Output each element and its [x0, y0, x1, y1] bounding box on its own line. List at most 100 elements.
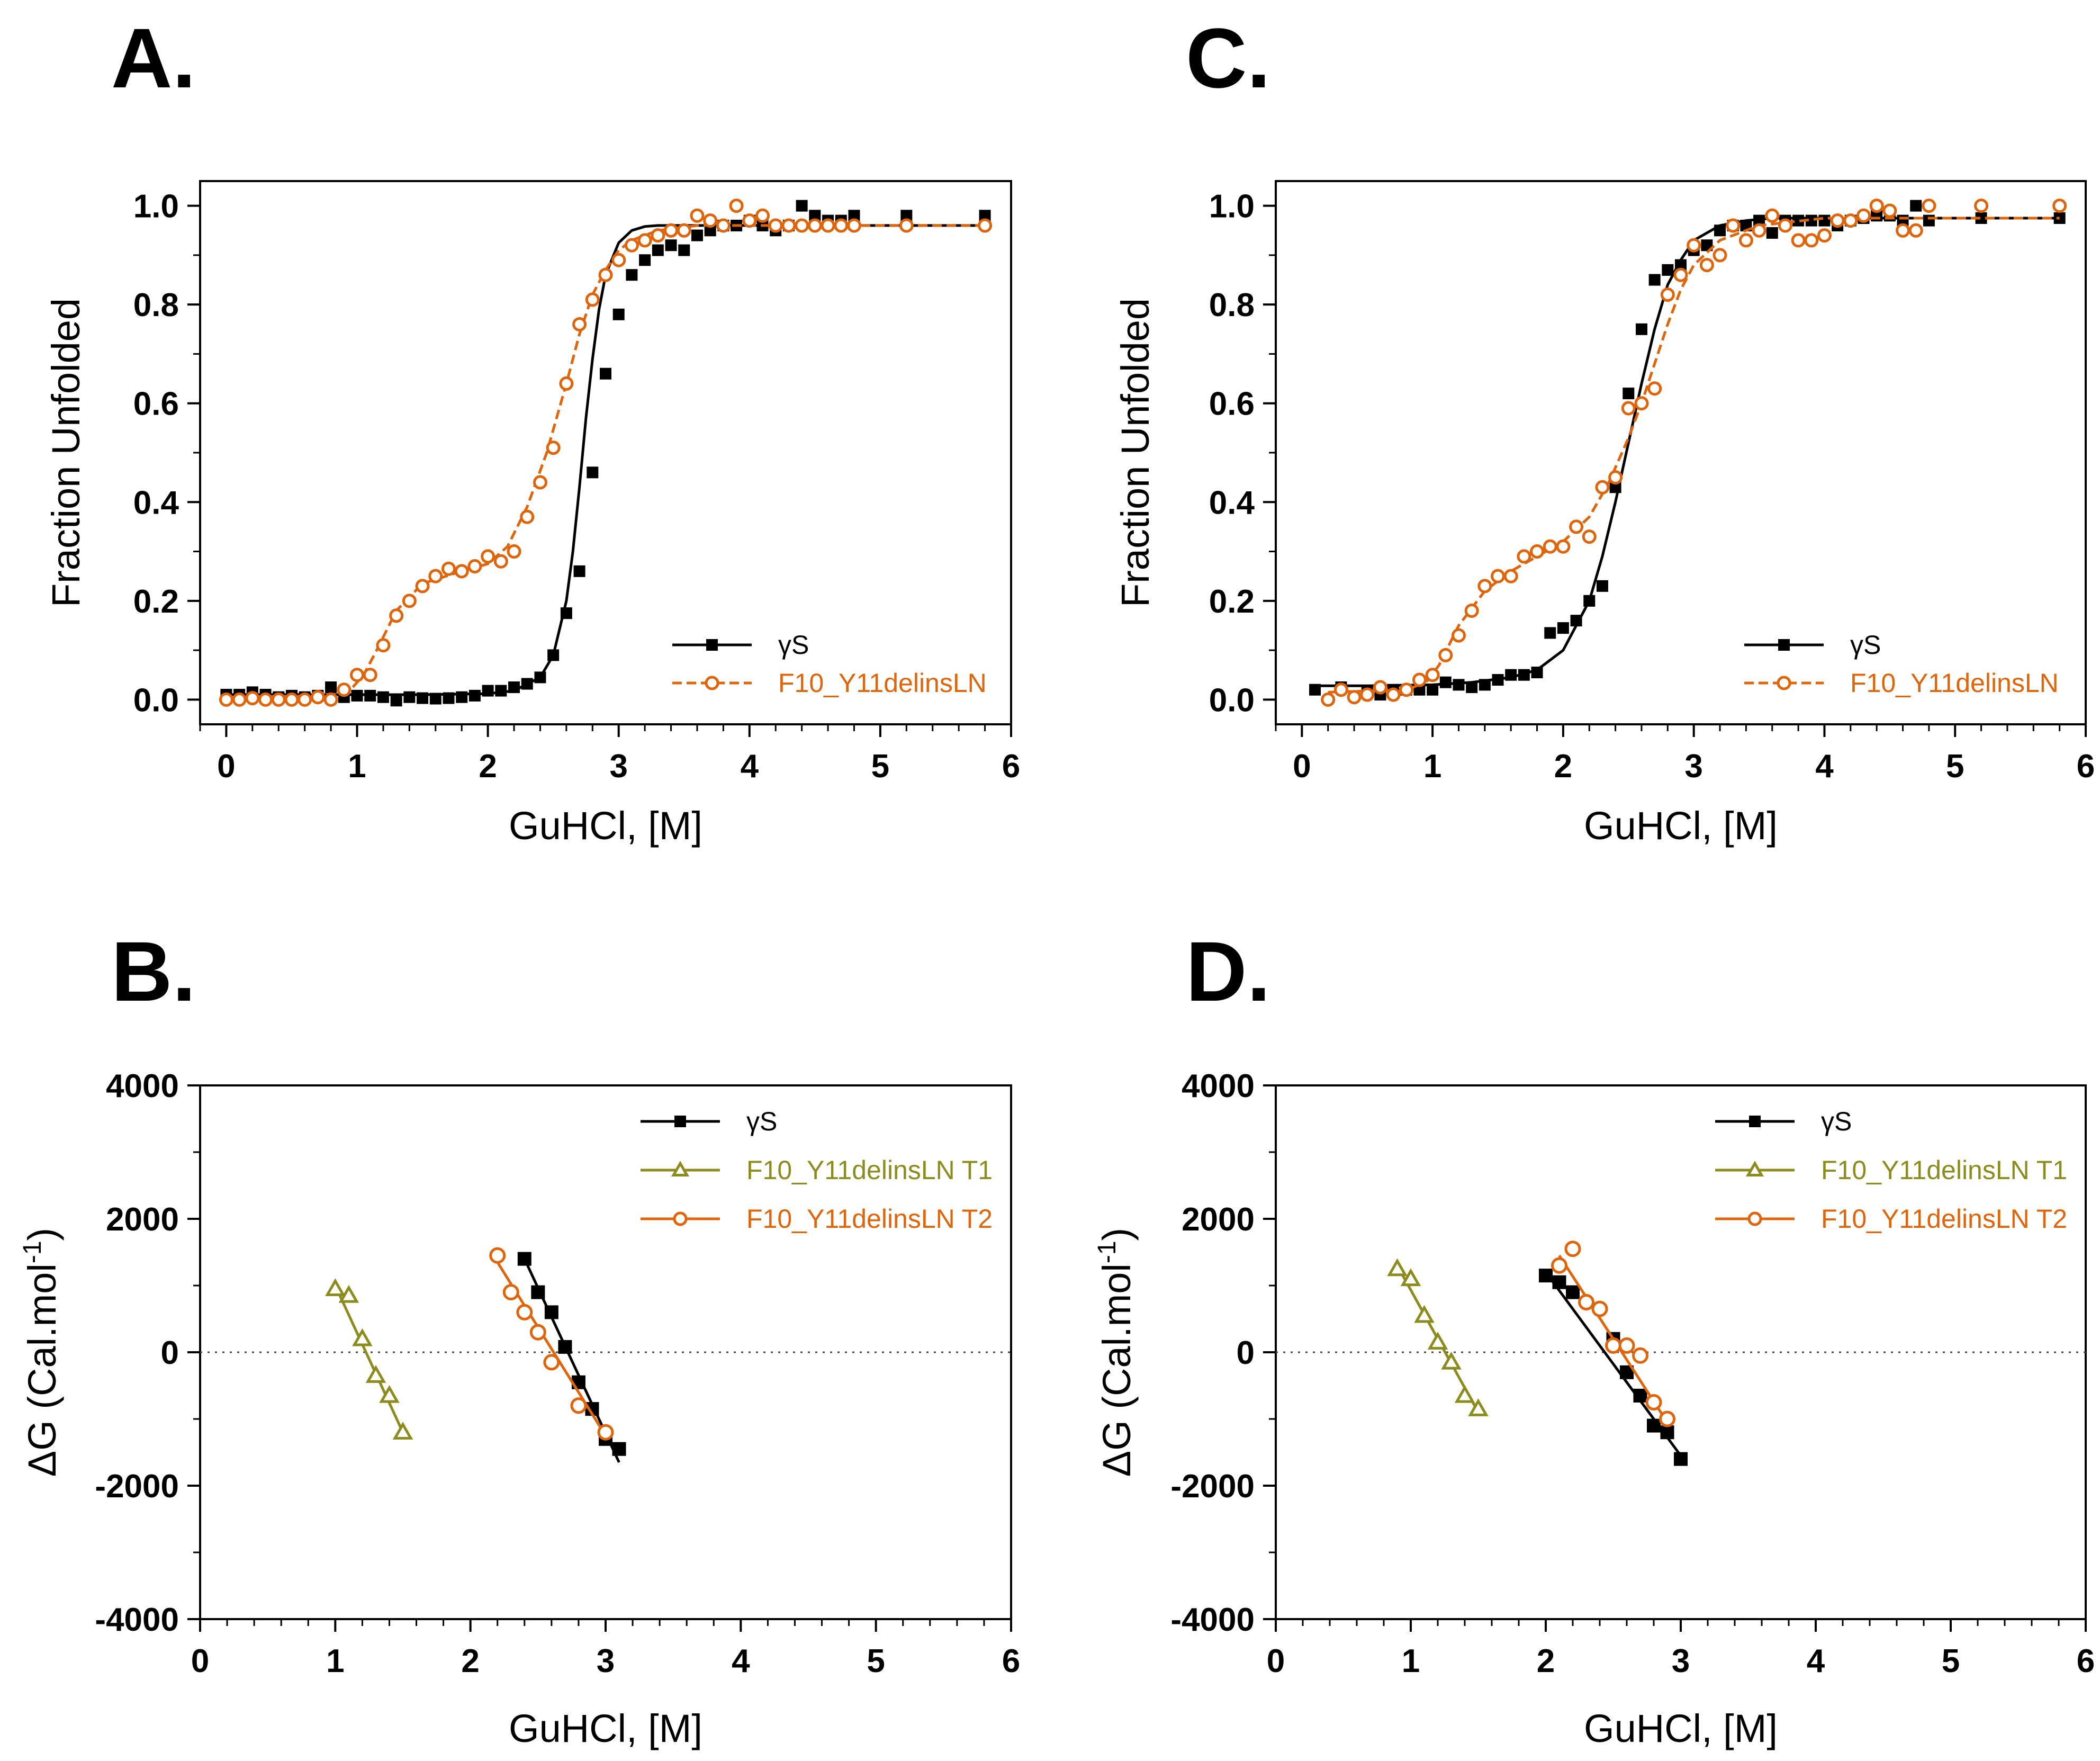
data-point — [365, 1365, 386, 1383]
data-point — [1596, 580, 1608, 592]
fit-line — [226, 224, 985, 696]
data-point — [1660, 287, 1675, 302]
x-axis-label: GuHCl, [M] — [509, 1706, 702, 1750]
data-point — [1659, 1410, 1675, 1427]
y-tick-label: 0.2 — [1209, 583, 1255, 620]
data-point — [978, 218, 993, 233]
data-point — [392, 1422, 413, 1440]
y-tick-label: 0.0 — [1209, 682, 1255, 718]
data-point — [415, 579, 430, 594]
data-point — [1635, 323, 1647, 335]
data-point — [795, 218, 809, 233]
data-point — [1660, 1425, 1674, 1440]
legend-label: F10_Y11delinsLN — [1850, 668, 2059, 698]
legend-label: F10_Y11delinsLN T2 — [1821, 1204, 2067, 1234]
y-axis-label: Fraction Unfolded — [44, 298, 88, 607]
data-point — [533, 475, 547, 490]
data-point — [1753, 214, 1765, 227]
fit-line — [1315, 217, 2060, 687]
data-point — [1923, 214, 1935, 227]
data-point — [219, 692, 233, 707]
data-point — [350, 668, 365, 682]
data-point — [2053, 212, 2066, 224]
x-axis-label: GuHCl, [M] — [1584, 1706, 1778, 1750]
data-point — [637, 233, 652, 248]
y-tick-label: -2000 — [1170, 1468, 1255, 1505]
data-point — [1454, 1385, 1475, 1403]
data-point — [900, 210, 913, 222]
data-point — [611, 253, 626, 267]
data-point — [1869, 199, 1884, 213]
data-point — [558, 1340, 572, 1354]
data-point — [352, 1328, 373, 1346]
data-point — [1687, 238, 1701, 253]
y-axis-label: ΔG (Cal.mol-1) — [1093, 1228, 1139, 1477]
data-point — [376, 638, 391, 653]
data-point — [1896, 223, 1910, 238]
x-tick-label: 5 — [1946, 748, 1964, 785]
data-point — [1425, 668, 1440, 682]
data-point — [899, 218, 914, 233]
y-axis-label-tail: ) — [20, 1228, 64, 1241]
data-point — [1347, 690, 1362, 705]
legend-marker — [673, 1211, 688, 1226]
y-axis-label: ΔG (Cal.mol-1) — [19, 1228, 64, 1477]
data-point — [639, 254, 651, 266]
y-axis-label-superscript: -1 — [1093, 1241, 1121, 1263]
data-point — [1843, 213, 1858, 228]
legend-marker — [1747, 1211, 1762, 1226]
data-point — [690, 208, 705, 223]
data-point — [691, 229, 703, 241]
fit-line — [1328, 217, 2060, 694]
y-tick-label: 0.6 — [1209, 386, 1255, 423]
data-point — [570, 1397, 587, 1414]
data-point — [1517, 549, 1531, 564]
data-point — [1399, 682, 1414, 697]
data-point — [1414, 1305, 1435, 1323]
x-tick-label: 3 — [597, 1643, 615, 1679]
data-point — [1583, 595, 1596, 607]
data-point — [796, 200, 808, 212]
data-point — [1765, 208, 1780, 223]
data-point — [1645, 1394, 1662, 1410]
data-point — [428, 569, 443, 583]
legend-marker — [671, 1161, 689, 1176]
data-point — [612, 1442, 626, 1456]
legend-marker — [706, 639, 718, 651]
data-point — [467, 559, 482, 574]
y-tick-label: 2000 — [106, 1201, 179, 1238]
data-point — [1634, 396, 1649, 411]
data-point — [807, 218, 822, 233]
data-point — [1578, 1294, 1594, 1310]
data-point — [351, 689, 363, 702]
series-1 — [219, 199, 993, 707]
data-point — [456, 691, 468, 703]
data-point — [1466, 681, 1478, 694]
y-tick-label: 0.2 — [133, 583, 179, 620]
x-tick-label: 6 — [2077, 748, 2095, 785]
chart-panel-d: D. 0 1 2 3 4 5 6 -4000 -2000 0 2000 4000 GuHCl, [M] ΔG… — [1093, 924, 2095, 1750]
data-point — [1608, 470, 1623, 485]
data-point — [1726, 218, 1741, 233]
data-point — [1492, 674, 1504, 686]
data-point — [742, 213, 757, 228]
data-point — [729, 199, 744, 213]
x-tick-label: 2 — [461, 1643, 479, 1679]
legend-label: γS — [746, 1107, 777, 1136]
y-tick-label: 1.0 — [1209, 188, 1255, 225]
y-axis-label: Fraction Unfolded — [1113, 298, 1157, 607]
legend-marker — [1777, 676, 1791, 690]
data-point — [809, 210, 821, 222]
data-point — [364, 689, 376, 702]
y-tick-label: 4000 — [1182, 1068, 1255, 1104]
data-point — [781, 218, 796, 233]
data-point — [1453, 679, 1465, 691]
x-tick-label: 1 — [326, 1643, 344, 1679]
data-point — [1491, 569, 1506, 583]
x-tick-label: 6 — [2077, 1643, 2095, 1679]
data-point — [1922, 199, 1936, 213]
panel-letter: A. — [111, 11, 196, 105]
data-point — [664, 223, 679, 238]
data-point — [1412, 672, 1427, 687]
